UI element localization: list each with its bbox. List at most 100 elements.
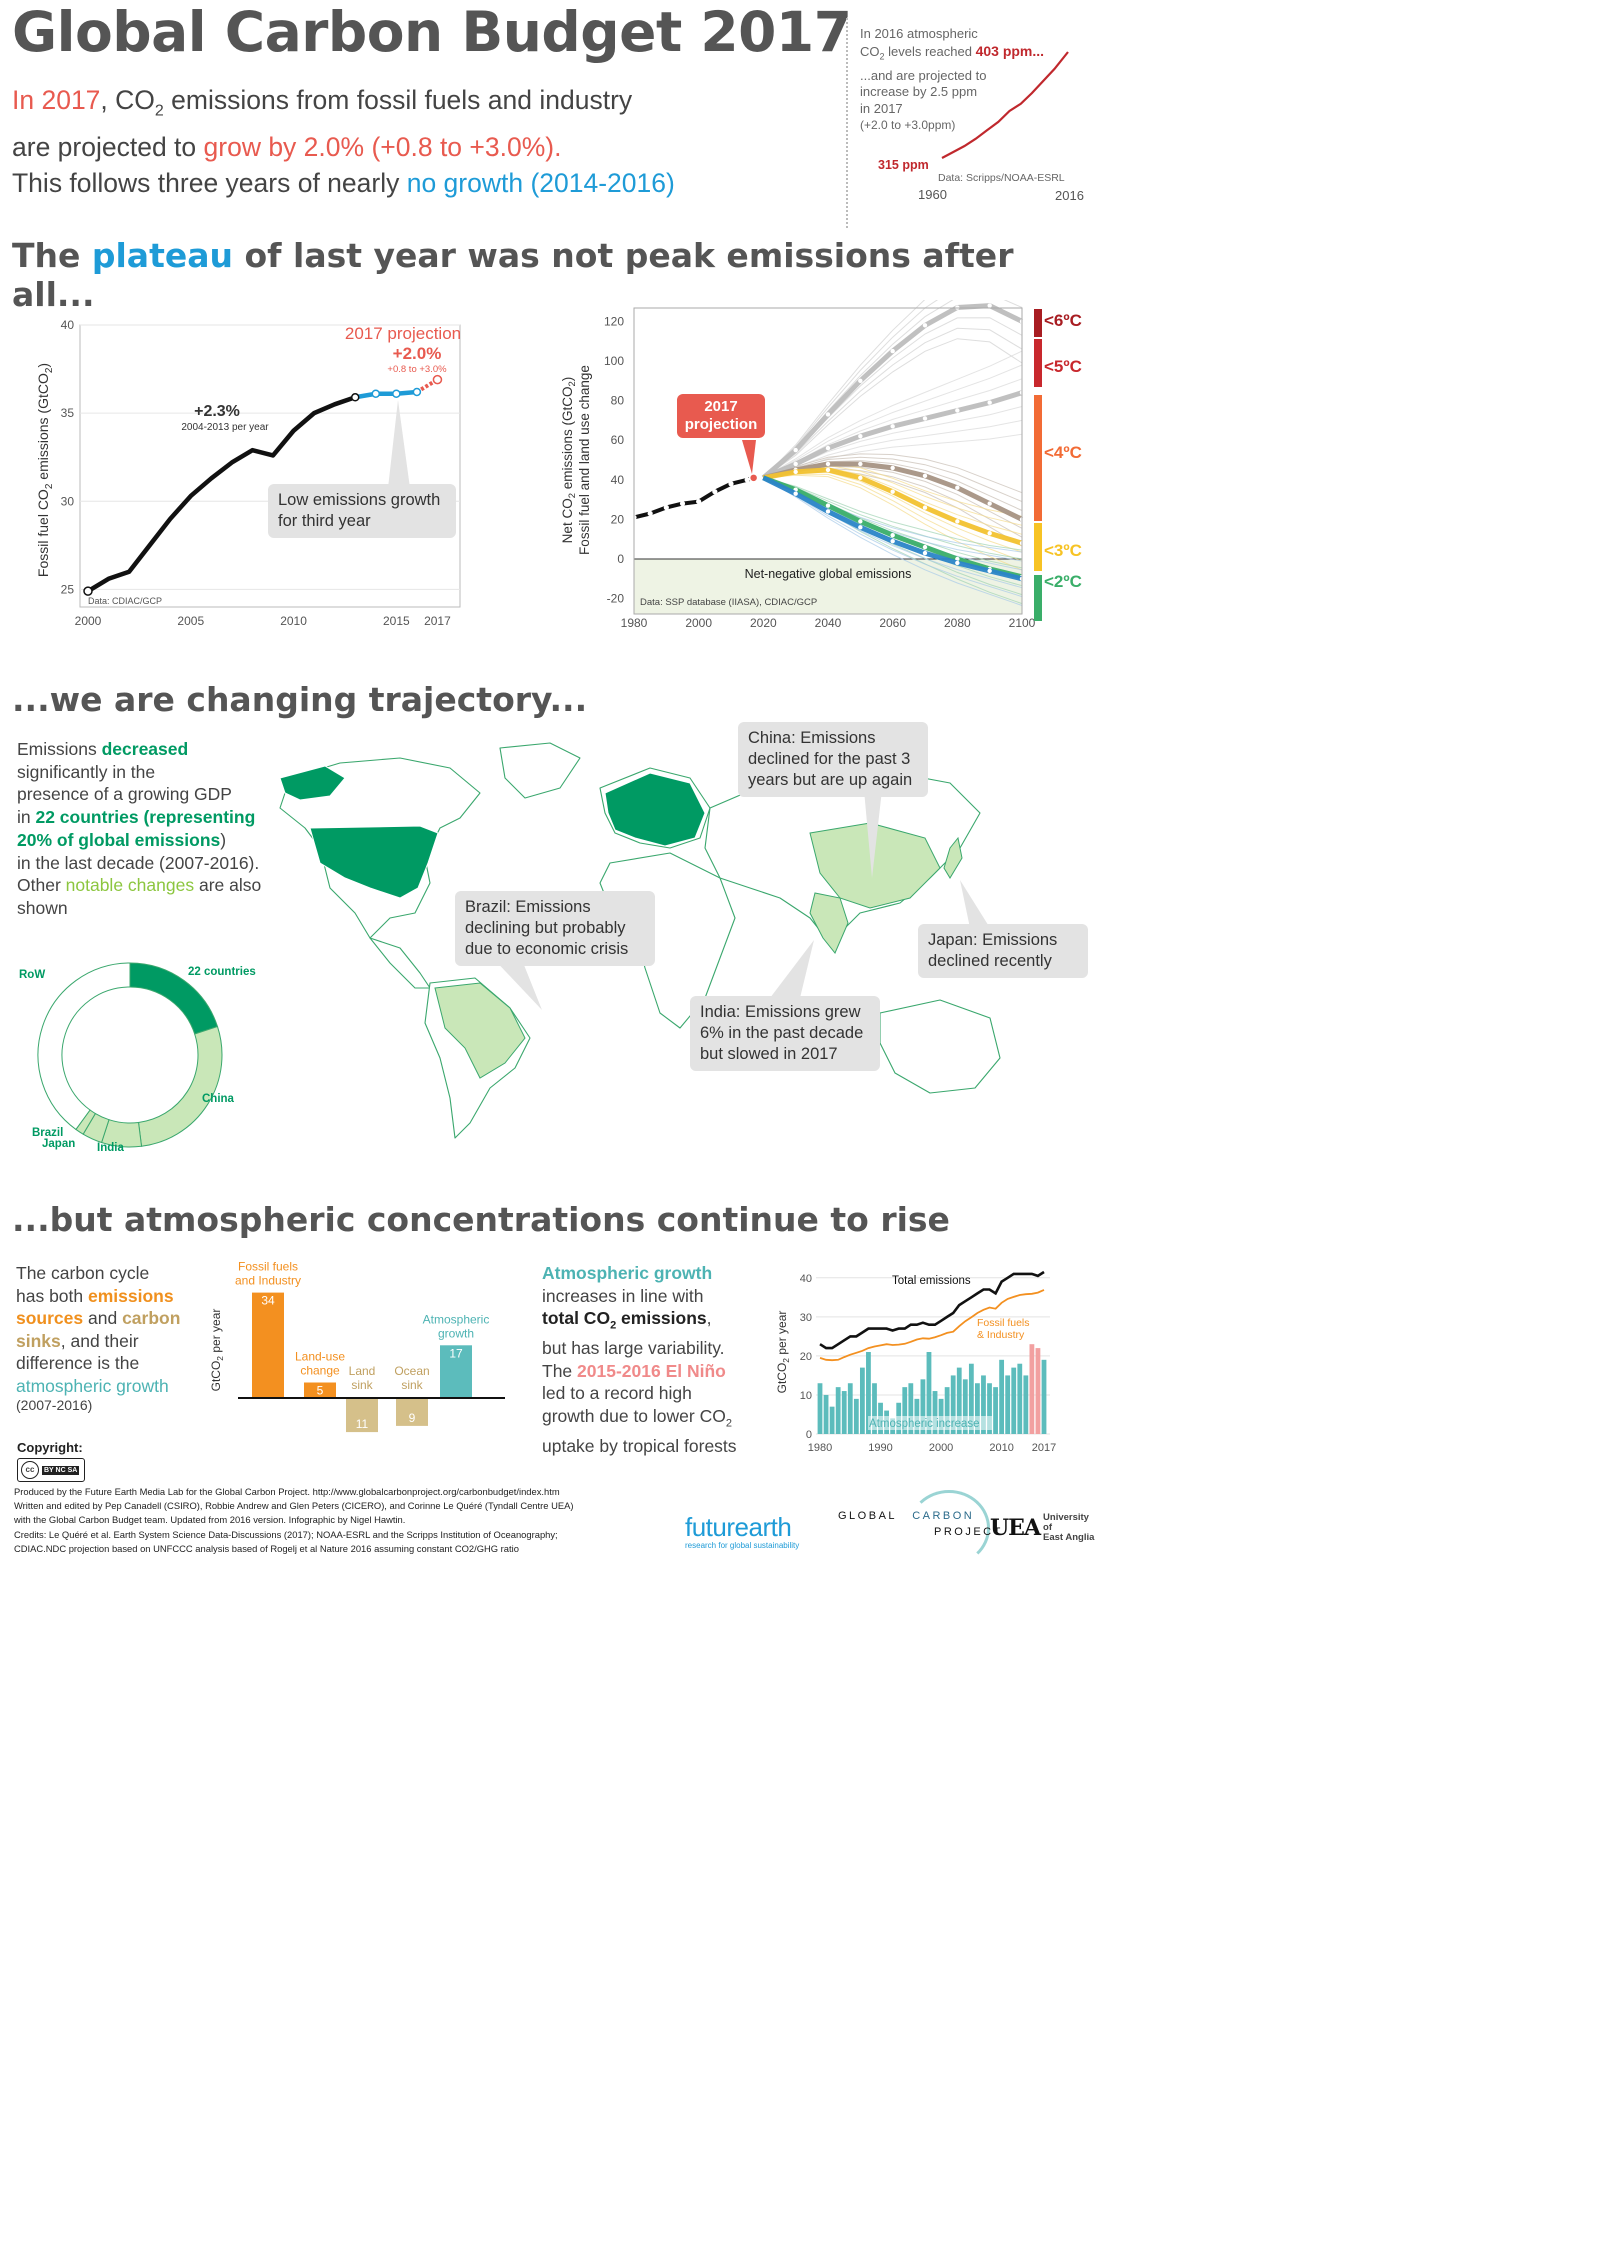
atm-bar — [956, 1367, 962, 1434]
atm-bar — [817, 1383, 823, 1434]
scenario-history-point — [728, 481, 734, 487]
donut-label-row: RoW — [19, 969, 45, 981]
scenario-series-point — [955, 485, 960, 490]
fossil-points — [83, 374, 443, 596]
donut-slice — [137, 1025, 223, 1147]
fossil-point — [412, 387, 422, 397]
budget-bar-label: growth — [438, 1326, 474, 1340]
scenario-series-point — [858, 461, 863, 467]
fossil-y-tick: 25 — [61, 582, 75, 596]
budget-bar-label: Atmospheric — [423, 1312, 490, 1326]
atm-ff-label-1: Fossil fuels — [977, 1317, 1030, 1329]
atm-fossil-line — [819, 1289, 1045, 1362]
brazil-callout: Brazil: Emissions declining but probably… — [455, 891, 655, 966]
svg-text:Fossil fuel CO2 emissions (GtC: Fossil fuel CO2 emissions (GtCO2) — [35, 363, 55, 577]
atm-y-tick: 30 — [800, 1312, 812, 1324]
budget-bar — [346, 1398, 378, 1433]
atm-total-line — [819, 1270, 1045, 1350]
carbon-cycle-text: The carbon cycle has both emissions sour… — [16, 1263, 181, 1413]
scenario-y-tick: 20 — [611, 512, 625, 526]
scenario-faint-line — [763, 364, 1023, 479]
budget-bar-value: 11 — [356, 1417, 369, 1431]
scenario-series-point — [922, 473, 928, 479]
japan-callout-pointer — [960, 880, 990, 928]
scenario-series-point — [987, 400, 992, 405]
budget-bar-label: change — [300, 1364, 340, 1378]
atm-bar — [902, 1387, 908, 1434]
scenario-y-tick: 120 — [604, 314, 624, 328]
scenario-faint-line — [763, 477, 1023, 560]
temperature-bar — [1034, 575, 1042, 621]
scenario-series-point — [858, 434, 863, 439]
scenario-source: Data: SSP database (IIASA), CDIAC/GCP — [640, 597, 817, 608]
india-callout: India: Emissions grew 6% in the past dec… — [690, 996, 880, 1071]
scenario-series-point — [987, 501, 992, 506]
scenario-series-point — [825, 503, 831, 508]
donut-label-brazil: Brazil — [32, 1127, 63, 1139]
atm-bar — [950, 1375, 956, 1434]
fossil-point — [350, 393, 360, 402]
scenario-series-point — [922, 544, 928, 550]
cc-license-badge: cc BY NC SA — [17, 1458, 85, 1482]
scenario-series-point — [955, 560, 960, 566]
atm-bar — [823, 1394, 829, 1434]
atm-increase-label: Atmospheric increase — [869, 1418, 980, 1430]
temperature-bar — [1034, 339, 1042, 387]
atm-x-tick: 2010 — [989, 1442, 1013, 1454]
fossil-proj-title: 2017 projection — [345, 324, 461, 343]
atm-bar — [829, 1406, 835, 1434]
footer-credit-line: CDIAC.NDC projection based on UNFCCC ana… — [14, 1542, 519, 1554]
donut-slice — [37, 962, 131, 1131]
scenario-series-point — [955, 519, 960, 524]
scenario-series-point — [890, 465, 895, 471]
fossil-x-tick: 2017 — [424, 614, 451, 628]
scenario-main-series — [761, 303, 1025, 582]
atm-y-tick: 0 — [806, 1429, 812, 1441]
uea-logo: UEA University of East Anglia — [990, 1512, 1095, 1543]
china-callout: China: Emissions declined for the past 3… — [738, 722, 928, 797]
temperature-bar — [1034, 309, 1042, 337]
scenario-series-point — [825, 467, 831, 473]
atm-bar — [866, 1352, 871, 1434]
temperature-label: <6ºC — [1044, 311, 1082, 330]
map-australia — [879, 999, 1001, 1094]
scenario-history-point — [744, 477, 750, 483]
atm-bar — [926, 1352, 932, 1434]
budget-bar-label: sink — [401, 1378, 423, 1392]
scenario-series-point — [825, 445, 831, 451]
scenario-history-point — [663, 504, 669, 511]
budget-bar — [440, 1345, 472, 1398]
svg-text:GtCO2 per year: GtCO2 per year — [209, 1309, 225, 1392]
scenario-history-point — [712, 489, 718, 495]
co2-inset-text: In 2016 atmospheric CO2 levels reached 4… — [860, 26, 1045, 133]
temperature-label: <2ºC — [1044, 572, 1082, 591]
atm-x-tick: 2017 — [1032, 1442, 1056, 1454]
scenario-series-point — [890, 538, 895, 544]
scenario-faint-line — [763, 327, 1023, 479]
scenario-faint-line — [763, 338, 1023, 479]
net-negative-label: Net-negative global emissions — [745, 567, 912, 581]
atm-bar — [999, 1359, 1005, 1434]
atm-bar — [859, 1367, 865, 1434]
scenario-y-axis-label: Net CO2 emissions (GtCO2) Fossil fuel an… — [560, 365, 592, 555]
budget-bar-value: 9 — [409, 1411, 416, 1425]
budget-bar-label: Land-use — [295, 1350, 345, 1364]
scenario-series-point — [890, 424, 895, 429]
scenario-series-point — [987, 568, 992, 574]
atm-x-ticks: 1980 1990 2000 2010 2017 — [808, 1442, 1056, 1454]
fossil-x-ticks: 2000 2005 2010 2015 2017 — [75, 614, 451, 628]
co2-source: Data: Scripps/NOAA-ESRL — [938, 172, 1065, 184]
map-china-highlight — [809, 822, 941, 909]
footer-credit-line: Written and edited by Pep Canadell (CSIR… — [14, 1500, 574, 1512]
scenario-faint-line — [762, 300, 1023, 479]
atm-bar — [872, 1383, 877, 1434]
scenario-series-point — [955, 408, 960, 413]
fossil-x-tick: 2010 — [280, 614, 307, 628]
atm-bar — [981, 1375, 986, 1434]
co2-inset-chart: 315 ppm Data: Scripps/NOAA-ESRL 1960 201… — [878, 51, 1084, 203]
map-central-america — [369, 937, 431, 989]
scenario-y-tick: 60 — [611, 433, 625, 447]
map-europe-highlight — [604, 772, 706, 847]
atm-ff-label-2: & Industry — [977, 1329, 1025, 1341]
